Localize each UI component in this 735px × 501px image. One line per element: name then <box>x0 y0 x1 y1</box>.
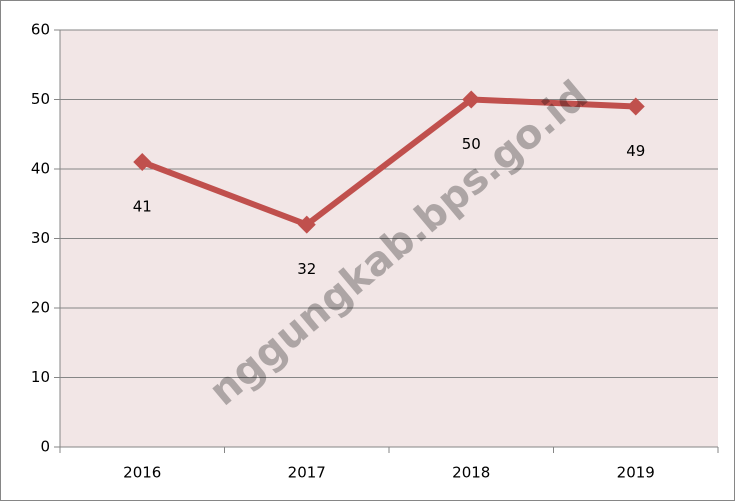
y-tick-label: 30 <box>31 229 50 247</box>
data-label: 32 <box>297 260 316 278</box>
x-tick-label: 2019 <box>617 464 655 482</box>
y-tick-label: 10 <box>31 368 50 386</box>
x-tick-label: 2016 <box>123 464 161 482</box>
line <box>141 96 636 228</box>
x-tick-label: 2017 <box>288 464 326 482</box>
data-label: 41 <box>133 198 152 216</box>
data-label: 49 <box>626 142 645 160</box>
y-tick-label: 40 <box>31 160 50 178</box>
marker <box>462 90 481 109</box>
data-label: 50 <box>462 135 481 153</box>
y-tick-label: 20 <box>31 299 50 317</box>
marker <box>626 97 645 116</box>
y-tick-label: 0 <box>40 438 50 456</box>
marker <box>297 215 316 234</box>
y-tick-label: 60 <box>31 21 50 39</box>
y-tick-label: 50 <box>31 90 50 108</box>
x-tick-label: 2018 <box>452 464 490 482</box>
marker <box>133 153 152 172</box>
